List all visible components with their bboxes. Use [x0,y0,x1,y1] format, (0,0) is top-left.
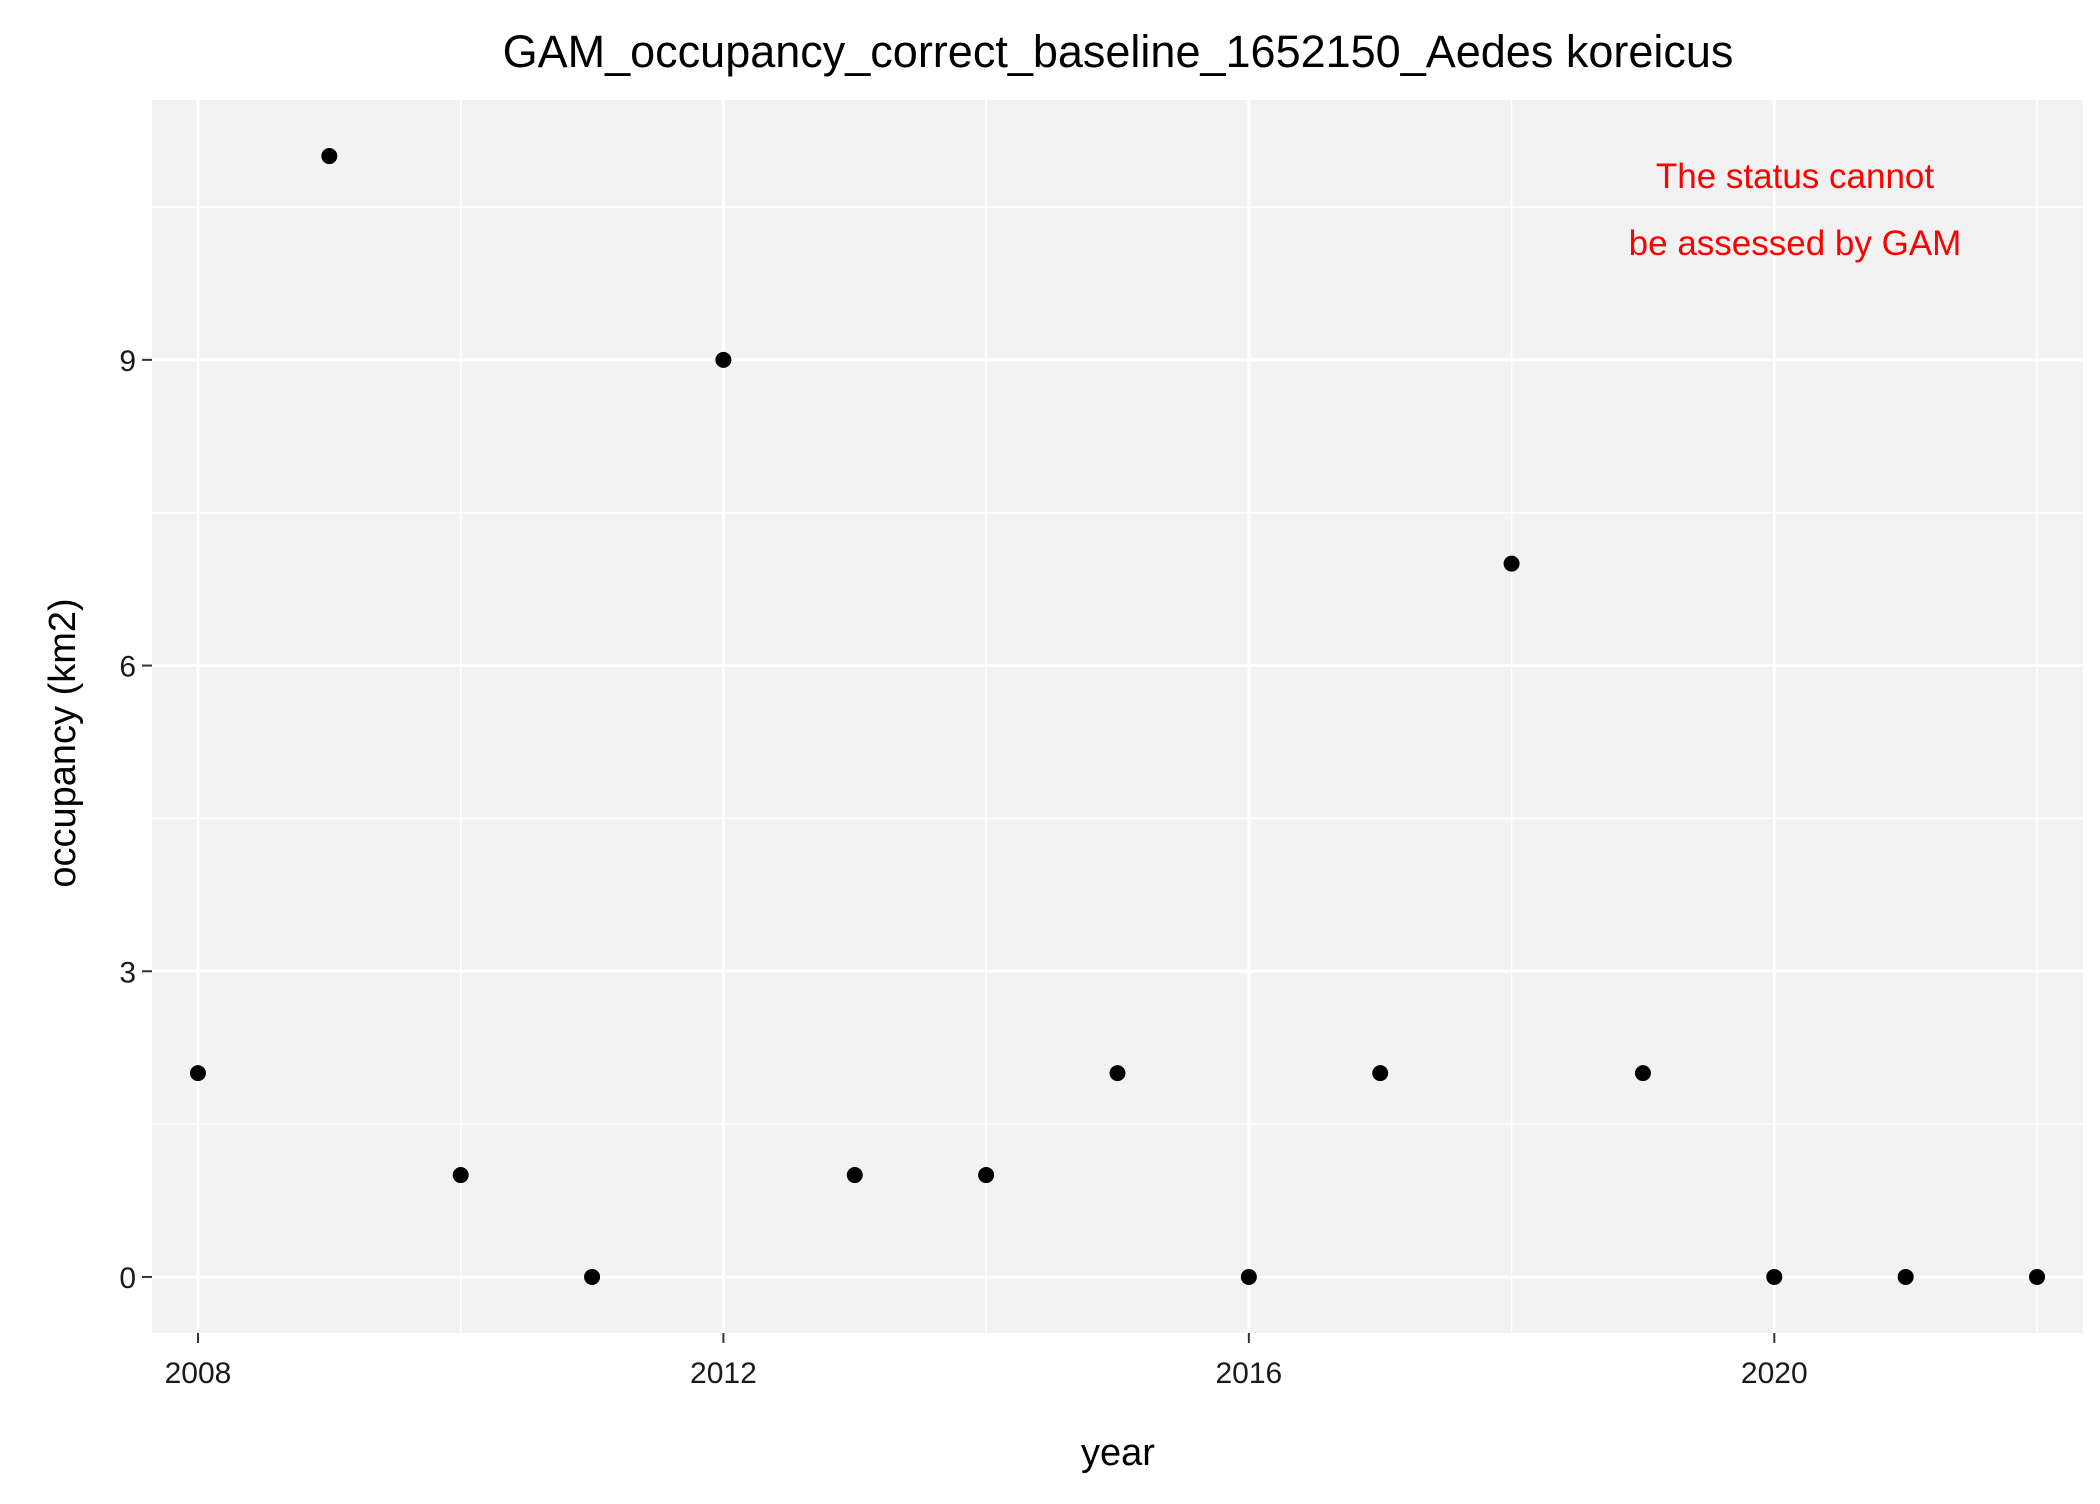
data-point [1897,1268,1914,1285]
annotation-line: be assessed by GAM [1629,224,1962,263]
y-tick-label: 3 [119,956,136,989]
annotation-line: The status cannot [1656,157,1934,196]
y-tick-label: 9 [119,345,136,378]
data-point [452,1167,469,1184]
data-point [1109,1065,1126,1082]
data-point [846,1167,863,1184]
data-point [715,351,732,368]
data-point [1503,555,1520,572]
chart-title: GAM_occupancy_correct_baseline_1652150_A… [503,26,1734,77]
data-point [189,1065,206,1082]
panel-background [152,100,2083,1333]
annotation: The status cannot be assessed by GAM [1629,157,1962,263]
x-tick-label: 2020 [1741,1357,1808,1390]
data-point [978,1167,995,1184]
data-point [1372,1065,1389,1082]
y-tick-label: 6 [119,651,136,684]
gridlines [152,100,2083,1333]
axes: 0 3 6 9 2008 2012 2016 2020 [119,345,1807,1390]
plot-panel [152,100,2083,1333]
data-point [2029,1268,2046,1285]
x-axis-label: year [1081,1432,1155,1474]
data-point [321,148,338,165]
data-points [189,148,2046,1285]
data-point [1634,1065,1651,1082]
data-point [1240,1268,1257,1285]
data-point [1766,1268,1783,1285]
data-point [584,1268,601,1285]
x-tick-label: 2016 [1215,1357,1282,1390]
x-tick-label: 2012 [690,1357,757,1390]
y-tick-label: 0 [119,1262,136,1295]
x-tick-label: 2008 [165,1357,232,1390]
y-axis-label: occupancy (km2) [42,598,84,887]
